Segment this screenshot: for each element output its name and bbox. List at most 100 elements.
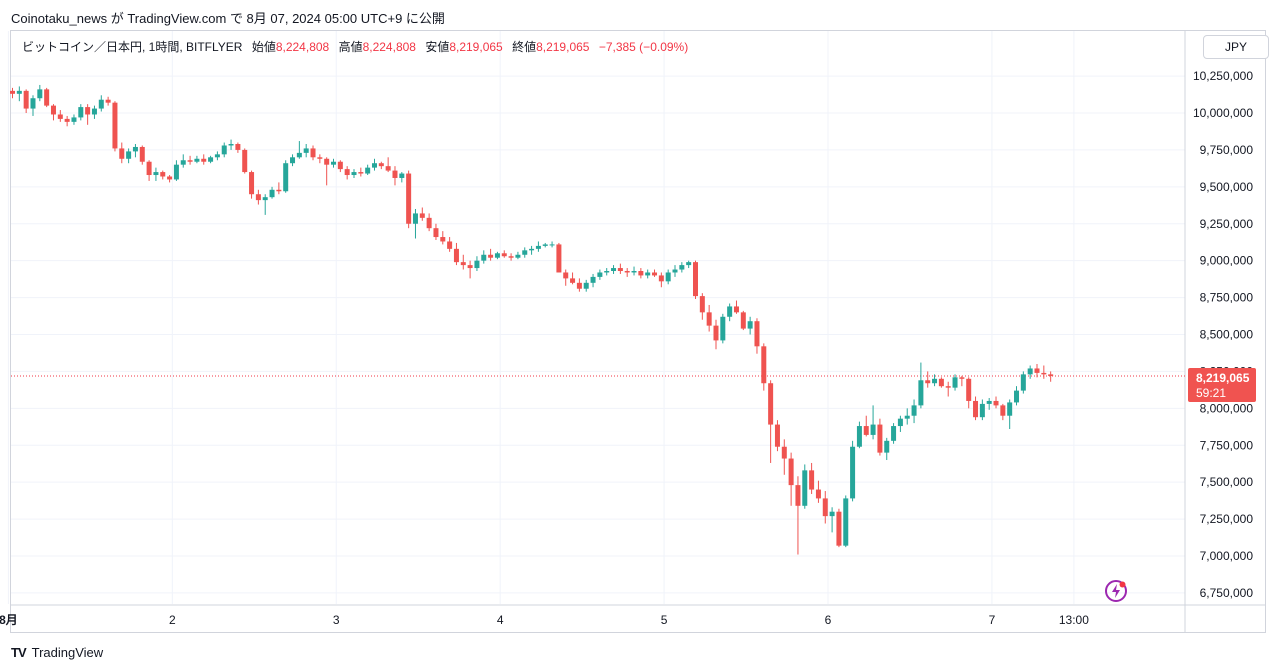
publish-info: Coinotaku_news が TradingView.com で 8月 07… xyxy=(11,11,445,26)
candle-body xyxy=(337,161,343,170)
candle xyxy=(385,157,391,173)
candle xyxy=(378,161,384,170)
candle-body xyxy=(194,158,200,162)
footer-brand[interactable]: TV TradingView xyxy=(11,645,103,660)
candle-body xyxy=(597,272,603,277)
candle xyxy=(836,508,842,548)
candle xyxy=(843,495,849,548)
candle xyxy=(652,269,658,277)
candle-body xyxy=(802,470,808,506)
candle-body xyxy=(344,169,350,176)
candle xyxy=(556,242,562,273)
candle-body xyxy=(488,254,494,258)
candle-body xyxy=(419,213,425,218)
candle xyxy=(249,170,255,199)
candle-body xyxy=(269,189,275,198)
candle-body xyxy=(71,117,77,122)
open-label: 始値 xyxy=(251,40,276,54)
candle-body xyxy=(392,170,398,178)
candle-body xyxy=(440,237,446,242)
candle-body xyxy=(590,276,596,283)
candle xyxy=(337,160,343,173)
candle xyxy=(870,405,876,440)
candle xyxy=(467,260,473,279)
candle-body xyxy=(979,403,985,418)
candle-body xyxy=(501,253,507,257)
candle-body xyxy=(249,172,255,195)
candle xyxy=(897,415,903,432)
currency-button[interactable]: JPY xyxy=(1203,35,1269,59)
candle-body xyxy=(570,278,576,283)
candle-body xyxy=(774,424,780,447)
candle xyxy=(344,166,350,180)
candle xyxy=(522,247,528,258)
candle-body xyxy=(529,248,535,251)
candle xyxy=(754,318,760,354)
candle-body xyxy=(57,114,63,119)
candle-body xyxy=(126,151,132,159)
candle-body xyxy=(788,458,794,486)
candle-body xyxy=(371,163,377,168)
candle xyxy=(1014,386,1020,406)
lightning-icon[interactable] xyxy=(1104,579,1128,603)
candle-body xyxy=(262,197,268,201)
candle-body xyxy=(64,118,70,122)
candle-body xyxy=(481,254,487,261)
candle xyxy=(440,231,446,245)
candle xyxy=(290,154,296,167)
candle xyxy=(699,293,705,320)
candle xyxy=(494,251,500,260)
candle-body xyxy=(850,446,856,499)
y-tick-label: 9,750,000 xyxy=(1200,143,1254,157)
candle-body xyxy=(187,160,193,162)
candle-body xyxy=(50,105,56,115)
candle xyxy=(679,262,685,273)
candle-body xyxy=(713,325,719,341)
candle-body xyxy=(638,271,644,276)
x-tick-label: 8月 xyxy=(0,613,18,627)
candle xyxy=(563,269,569,286)
candle-body xyxy=(563,272,569,279)
candles xyxy=(10,84,1054,555)
candle-body xyxy=(23,90,29,109)
candle xyxy=(112,101,118,152)
candle xyxy=(884,437,890,461)
candle xyxy=(365,164,371,176)
candle-body xyxy=(460,262,466,266)
candle-body xyxy=(727,306,733,317)
candle-body xyxy=(932,378,938,384)
candle xyxy=(160,170,166,180)
candle xyxy=(686,260,692,269)
candle-body xyxy=(358,172,364,174)
time-axis: 8月 2 3 4 5 6 7 13:00 xyxy=(0,613,1089,627)
candle-body xyxy=(658,275,664,282)
candle xyxy=(979,399,985,421)
price-axis: 10,250,000 10,000,000 9,750,000 9,500,000 9,… xyxy=(1193,69,1253,600)
candle-body xyxy=(891,426,897,441)
candle-body xyxy=(146,161,152,176)
candle-body xyxy=(167,176,173,180)
candle-body xyxy=(576,282,582,289)
candle-body xyxy=(904,415,910,419)
candle-body xyxy=(631,271,637,273)
candle-body xyxy=(624,271,630,273)
candle xyxy=(132,144,138,158)
candle-body xyxy=(242,149,248,173)
candle xyxy=(262,194,268,215)
candle-body xyxy=(768,383,774,425)
high-value: 8,224,808 xyxy=(362,40,416,54)
candle-body xyxy=(44,89,50,106)
candle-body xyxy=(153,172,159,176)
candle xyxy=(98,95,104,112)
candle-body xyxy=(986,400,992,404)
candle xyxy=(1007,399,1013,430)
candle xyxy=(733,300,739,314)
candle-body xyxy=(556,244,562,273)
candle-body xyxy=(214,154,220,158)
candle-body xyxy=(925,380,931,384)
candle-body xyxy=(754,321,760,347)
candle-body xyxy=(1020,374,1026,391)
x-tick-label: 2 xyxy=(169,613,176,627)
candle-body xyxy=(706,312,712,326)
